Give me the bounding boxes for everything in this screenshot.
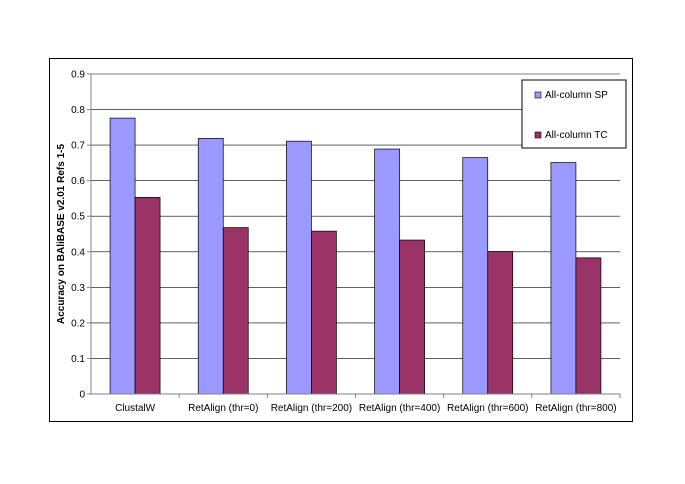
- legend-label-sp: All-column SP: [545, 90, 608, 101]
- x-tick-labels: ClustalW RetAlign (thr=0) RetAlign (thr=20…: [115, 403, 617, 414]
- y-tick-label: 0.2: [71, 318, 85, 329]
- legend-swatch-sp: [534, 91, 542, 99]
- bar-all-column-sp: [286, 140, 312, 395]
- bar-all-column-tc: [487, 251, 514, 395]
- y-tick-label: 0.6: [71, 176, 85, 187]
- bar-all-column-tc: [222, 227, 249, 395]
- y-tick-label: 0.5: [71, 212, 85, 223]
- bar-all-column-tc: [399, 239, 425, 395]
- y-tick-label: 0.3: [71, 283, 85, 294]
- x-tick-label: RetAlign (thr=400): [359, 403, 440, 414]
- bar-all-column-sp: [109, 117, 136, 395]
- bar-all-column-sp: [374, 148, 400, 395]
- legend: All-column SP All-column TC: [521, 79, 627, 149]
- y-tick-label: 0.9: [71, 70, 85, 81]
- bar-all-column-tc: [575, 257, 602, 395]
- y-tick-label: 0.8: [71, 105, 85, 116]
- bars: [109, 117, 602, 395]
- y-tick-labels: 0 0.1 0.2 0.3 0.4 0.5 0.6 0.7 0.8 0.9: [71, 70, 85, 401]
- axes: [90, 74, 620, 395]
- y-tick-label: 0.1: [71, 354, 85, 365]
- y-tick-label: 0.4: [71, 247, 85, 258]
- y-axis-title: Accuracy on BAliBASE v2.01 Refs 1-5: [56, 144, 67, 325]
- x-tick-label: RetAlign (thr=600): [447, 403, 528, 414]
- x-tick-label: RetAlign (thr=200): [271, 403, 352, 414]
- x-tick-label: ClustalW: [115, 403, 156, 414]
- y-tick-label: 0: [79, 390, 85, 401]
- legend-swatch-tc: [534, 131, 542, 139]
- bar-all-column-sp: [462, 157, 489, 395]
- legend-label-tc: All-column TC: [545, 130, 608, 141]
- bar-all-column-tc: [134, 197, 161, 395]
- y-tick-label: 0.7: [71, 141, 85, 152]
- x-tick-label: RetAlign (thr=800): [535, 403, 616, 414]
- bar-all-column-sp: [550, 162, 577, 395]
- bar-all-column-sp: [197, 138, 224, 395]
- bar-all-column-tc: [311, 230, 337, 395]
- x-tick-label: RetAlign (thr=0): [188, 403, 258, 414]
